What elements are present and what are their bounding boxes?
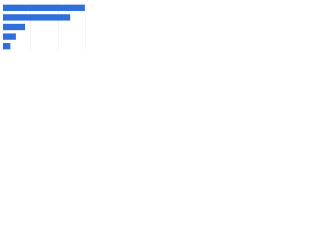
bar bbox=[3, 4, 85, 11]
bar bbox=[3, 14, 71, 21]
bar bbox=[3, 43, 11, 50]
page: {"chart_data": {"type": "bar", "orientat… bbox=[0, 0, 100, 71]
chart bbox=[2, 3, 87, 51]
bar bbox=[3, 23, 26, 31]
bar bbox=[3, 33, 16, 40]
